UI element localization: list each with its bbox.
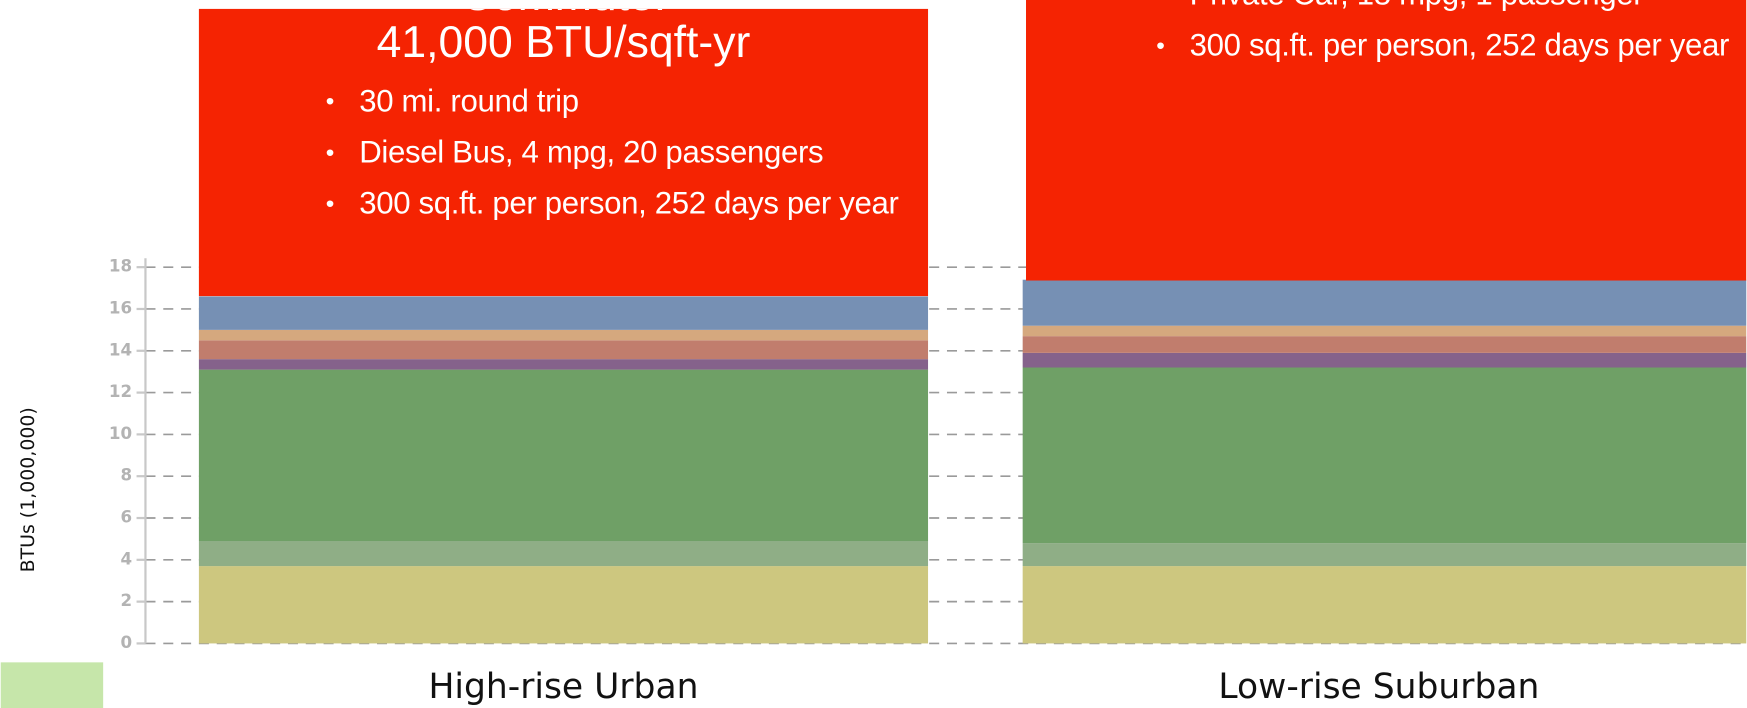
bullet-list: Private Car, 18 mpg, 1 passenger300 sq.f… bbox=[1156, 0, 1746, 71]
y-tick-label: 16 bbox=[109, 298, 132, 317]
annotation-title: Commute: bbox=[199, 9, 928, 18]
bar-segment bbox=[198, 296, 929, 330]
bar-segment bbox=[198, 329, 929, 341]
bar-segment bbox=[1022, 367, 1747, 544]
y-tick-label: 14 bbox=[109, 340, 132, 359]
bar-segment bbox=[198, 369, 929, 542]
bullet: 30 mi. round trip bbox=[326, 76, 928, 127]
y-tick-label: 2 bbox=[120, 591, 132, 610]
bar-segment bbox=[1022, 336, 1747, 353]
bar-segment bbox=[1022, 279, 1747, 326]
annotation-text: Private Car, 18 mpg, 1 passenger300 sq.f… bbox=[1026, 0, 1746, 281]
annotation-text: Commute:41,000 BTU/sqft-yr 30 mi. round t… bbox=[199, 9, 928, 296]
corner-block bbox=[0, 662, 104, 708]
bullet: 300 sq.ft. per person, 252 days per year bbox=[326, 178, 928, 229]
annotation-title: 41,000 BTU/sqft-yr bbox=[376, 17, 751, 67]
bar-segment bbox=[198, 566, 929, 644]
y-tick-label: 10 bbox=[109, 424, 132, 443]
bar-segment bbox=[1022, 566, 1747, 644]
bar-segment bbox=[1022, 325, 1747, 337]
x-tick-label: Low-rise Suburban bbox=[1218, 667, 1539, 707]
annotation-content: Commute:41,000 BTU/sqft-yr 30 mi. round t… bbox=[199, 9, 928, 296]
bullet: 300 sq.ft. per person, 252 days per year bbox=[1156, 20, 1747, 71]
bullet: Private Car, 18 mpg, 1 passenger bbox=[1156, 0, 1747, 20]
bar-segment bbox=[198, 340, 929, 360]
annotation-content: Private Car, 18 mpg, 1 passenger300 sq.f… bbox=[1026, 0, 1746, 281]
bar-segment bbox=[198, 541, 929, 567]
y-tick-label: 18 bbox=[109, 257, 132, 276]
y-tick-label: 0 bbox=[120, 633, 132, 652]
bullet: Diesel Bus, 4 mpg, 20 passengers bbox=[326, 127, 928, 178]
bar-segment bbox=[1022, 352, 1747, 368]
y-axis-label: BTUs (1,000,000) bbox=[17, 407, 39, 572]
bullet-list: 30 mi. round tripDiesel Bus, 4 mpg, 20 p… bbox=[326, 76, 928, 230]
y-tick-label: 12 bbox=[109, 382, 132, 401]
x-tick-label: High-rise Urban bbox=[428, 667, 698, 707]
bar-segment bbox=[1022, 543, 1747, 567]
y-tick-label: 8 bbox=[120, 466, 132, 485]
y-tick-label: 4 bbox=[120, 549, 132, 568]
bar-segment bbox=[198, 359, 929, 370]
y-tick-label: 6 bbox=[120, 508, 132, 527]
